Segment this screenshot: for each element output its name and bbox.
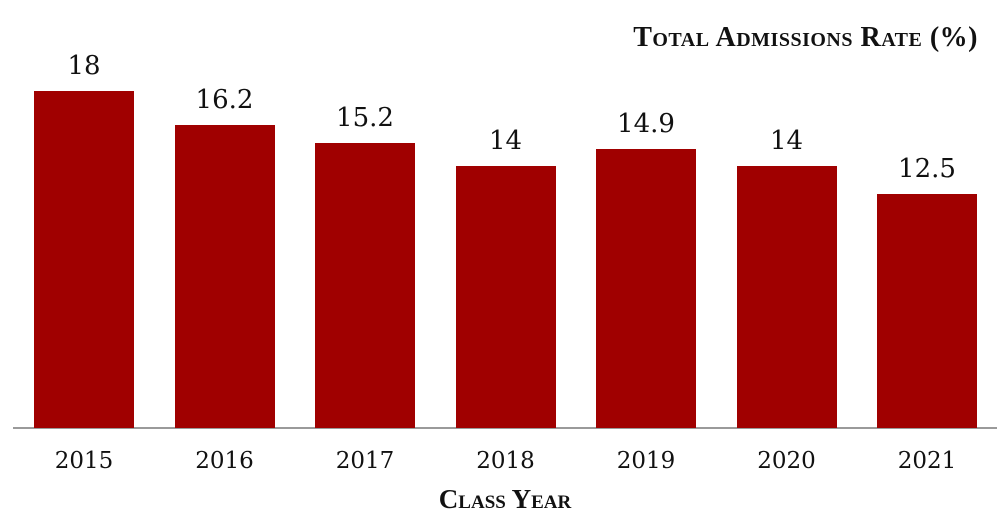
x-tick-label: 2021 xyxy=(897,448,957,474)
bar-value-label: 16.2 xyxy=(195,84,254,115)
bar-value-label: 14 xyxy=(488,125,523,156)
x-tick-label: 2019 xyxy=(616,448,676,474)
x-axis-label: Class Year xyxy=(438,484,572,514)
x-tick-label: 2018 xyxy=(476,448,535,474)
x-tick-label: 2016 xyxy=(195,448,254,474)
bar-2020 xyxy=(736,165,837,428)
bar-value-label: 15.2 xyxy=(336,103,394,134)
x-tick-label: 2020 xyxy=(757,448,816,474)
chart-title: Total Admissions Rate (%) xyxy=(633,22,978,53)
bar-2017 xyxy=(315,143,415,428)
x-tick-label: 2017 xyxy=(335,448,395,474)
bar-value-label: 14 xyxy=(769,125,804,156)
bar-value-label: 18 xyxy=(67,51,101,81)
bar-2019 xyxy=(596,149,696,428)
x-axis-line xyxy=(13,427,997,429)
bar-2016 xyxy=(174,124,275,428)
bar-2021 xyxy=(877,193,977,428)
bar-value-label: 14.9 xyxy=(617,109,675,140)
x-tick-label: 2015 xyxy=(54,448,114,474)
bar-2018 xyxy=(455,165,556,428)
bar-2015 xyxy=(34,91,134,428)
bar-value-label: 12.5 xyxy=(898,153,956,184)
